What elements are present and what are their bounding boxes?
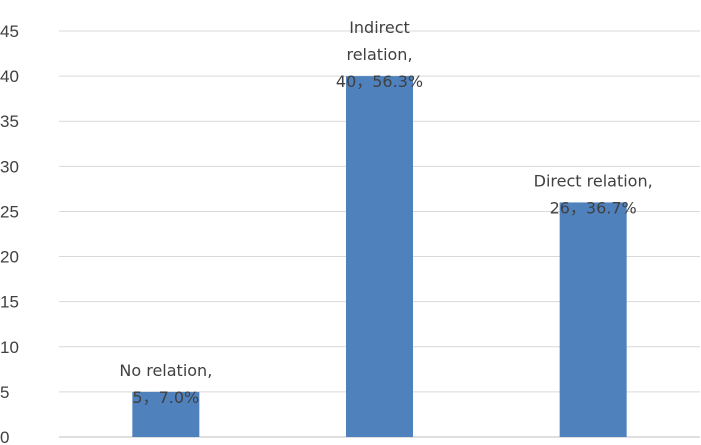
y-tick-label: 40: [0, 67, 19, 86]
y-tick-label: 5: [0, 383, 9, 402]
y-tick-label: 0: [0, 428, 9, 445]
y-tick-label: 45: [0, 22, 19, 41]
y-tick-label: 15: [0, 293, 19, 312]
data-label: relation,: [346, 45, 412, 64]
data-label: Direct relation,: [534, 171, 653, 190]
bar-1: [346, 76, 413, 437]
y-tick-label: 10: [0, 338, 19, 357]
data-label: 26，36.7%: [550, 198, 637, 217]
y-tick-label: 30: [0, 157, 19, 176]
data-label: Indirect: [349, 18, 410, 37]
data-label: 40，56.3%: [336, 72, 423, 91]
bar-0: [132, 391, 200, 437]
y-tick-label: 35: [0, 112, 19, 131]
bar-2: [559, 202, 627, 437]
data-label: No relation,: [119, 361, 212, 380]
data-label: 5，7.0%: [132, 388, 199, 407]
y-tick-label: 25: [0, 202, 19, 221]
y-tick-label: 20: [0, 248, 19, 267]
